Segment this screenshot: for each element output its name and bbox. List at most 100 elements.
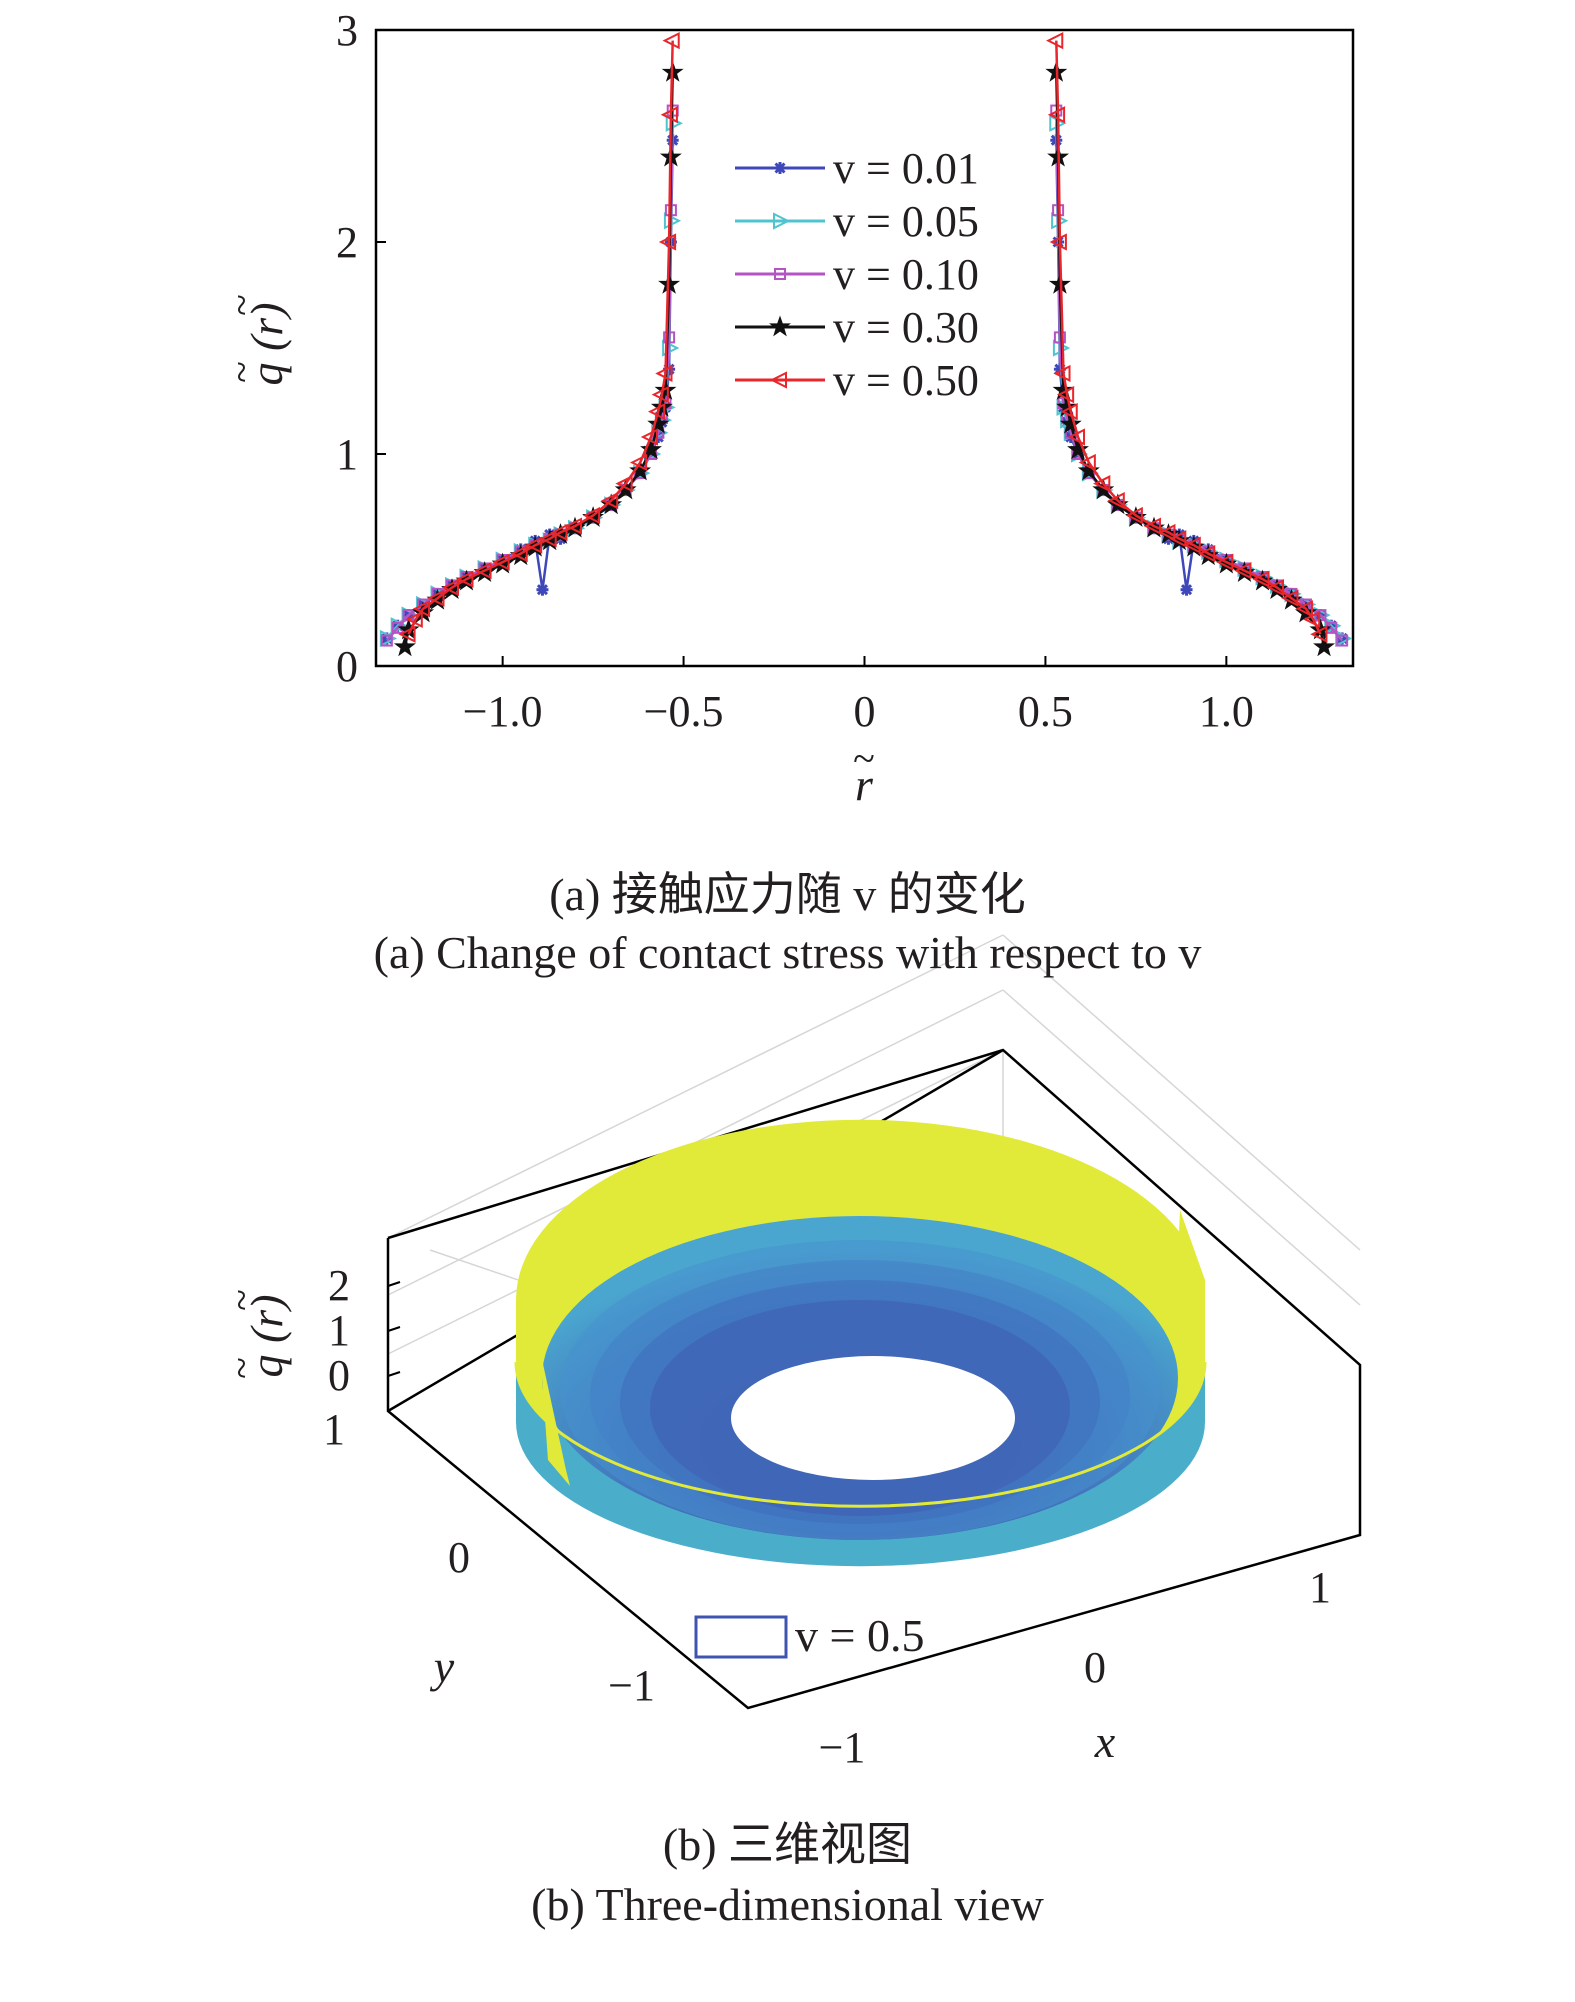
- y-tick-label: 0: [336, 642, 358, 691]
- series-line: [1055, 140, 1344, 640]
- x-tick-label: 0: [854, 687, 876, 736]
- z-tick: [387, 1371, 401, 1377]
- data-point-triangle-left: [539, 530, 557, 548]
- data-point-triangle-left: [582, 506, 601, 525]
- data-point-asterisk: [774, 162, 786, 174]
- y-tick-label: 2: [336, 218, 358, 267]
- z-tick: [387, 1281, 401, 1287]
- data-point-triangle-left: [1056, 386, 1075, 404]
- series-line: [385, 123, 674, 640]
- data-point-triangle-left: [1060, 402, 1078, 421]
- data-point-triangle-left: [1046, 31, 1064, 50]
- data-point-triangle-left: [1067, 428, 1085, 446]
- data-point-triangle-left: [1093, 475, 1111, 493]
- series-5: [398, 31, 1328, 643]
- data-point-triangle-left: [660, 106, 678, 124]
- data-point-star: [393, 635, 416, 657]
- x-tick-label: 0: [1084, 1643, 1106, 1692]
- data-point-triangle-left: [564, 517, 583, 535]
- series-line: [1055, 110, 1344, 642]
- z-tick-label: 1: [328, 1306, 350, 1355]
- y-tick-label: 1: [323, 1405, 345, 1454]
- data-point-triangle-left: [629, 453, 648, 472]
- data-point-star: [1077, 459, 1100, 481]
- data-point-triangle-right: [773, 212, 791, 230]
- x-axis-label: r: [855, 759, 874, 810]
- data-point-star: [1313, 635, 1336, 657]
- data-point-triangle-left: [1169, 530, 1187, 548]
- data-point-star: [1052, 378, 1075, 400]
- y-axis-tilde-q: ~: [219, 361, 264, 383]
- data-point-triangle-left: [1295, 600, 1313, 618]
- data-point-star: [629, 459, 652, 481]
- data-point-triangle-left: [427, 589, 445, 607]
- series-line: [385, 110, 674, 642]
- data-point-star: [614, 478, 637, 500]
- legend-label: v = 0.50: [833, 356, 979, 405]
- data-point-triangle-left: [1266, 578, 1285, 597]
- data-point-square: [663, 331, 676, 344]
- y-tick-label: 0: [448, 1533, 470, 1582]
- legend-label: v = 0.01: [833, 144, 979, 193]
- data-point-triangle-left: [1252, 570, 1270, 588]
- x-tick-label: 1.0: [1199, 687, 1254, 736]
- y-axis-label: q (r): [241, 302, 292, 385]
- data-point-square: [380, 634, 393, 647]
- surface-front-edge: [514, 1361, 1207, 1508]
- y-tick-label: 3: [336, 6, 358, 55]
- y-tick-label: −1: [608, 1661, 655, 1710]
- y-axis-label-3d: y: [430, 1641, 455, 1692]
- data-point-triangle-left: [615, 475, 633, 493]
- data-point-star: [1056, 395, 1079, 417]
- data-point-triangle-left: [1234, 561, 1252, 580]
- data-point-triangle-left: [441, 578, 459, 597]
- data-point-triangle-left: [1281, 589, 1299, 607]
- x-tick-label: −0.5: [644, 687, 724, 736]
- data-point-triangle-left: [456, 570, 474, 588]
- z-axis-tilde-q: ~: [219, 1357, 264, 1379]
- y-axis-tilde-r: ~: [219, 294, 264, 316]
- data-point-triangle-left: [1216, 553, 1234, 571]
- data-point-triangle-left: [600, 492, 619, 510]
- surface-seam-right: [1176, 1210, 1205, 1300]
- data-point-triangle-left: [1053, 364, 1071, 383]
- legend-label-v-0-5: v = 0.5: [795, 1610, 924, 1661]
- data-point-star: [769, 315, 791, 337]
- surface-seam-left: [540, 1350, 570, 1486]
- z-axis-tilde-r: ~: [219, 1289, 264, 1311]
- data-point-triangle-left: [1049, 233, 1067, 251]
- data-point-star: [640, 438, 662, 460]
- data-point-triangle-left: [474, 561, 492, 580]
- data-point-triangle-left: [1310, 625, 1328, 643]
- data-point-square: [1336, 634, 1349, 647]
- data-point-triangle-left: [648, 402, 666, 421]
- data-point-triangle-left: [510, 545, 528, 563]
- data-point-triangle-left: [524, 536, 543, 554]
- data-point-asterisk: [1180, 583, 1193, 596]
- data-point-triangle-left: [1107, 492, 1125, 510]
- data-point-triangle-left: [769, 371, 787, 389]
- series-line: [385, 140, 674, 640]
- data-point-triangle-left: [1198, 545, 1216, 563]
- data-point-triangle-left: [1078, 453, 1096, 472]
- z-axis-label-3d: q (r): [241, 1294, 292, 1377]
- caption-a-chinese: (a) 接触应力随 v 的变化: [549, 869, 1026, 920]
- legend-label: v = 0.05: [833, 197, 979, 246]
- z-tick-label: 2: [328, 1261, 350, 1310]
- panel-b-3d-view: 012−101−101 v = 0.5 x y q (r) ~ ~: [219, 934, 1362, 1772]
- series-line: [1055, 123, 1344, 640]
- data-point-triangle-left: [1302, 610, 1321, 628]
- data-point-star: [647, 412, 670, 434]
- y-tick-label: 1: [336, 430, 358, 479]
- caption-a-english: (a) Change of contact stress with respec…: [373, 927, 1202, 978]
- data-point-triangle-left: [1125, 506, 1143, 525]
- data-point-triangle-left: [492, 553, 510, 571]
- data-point-asterisk: [536, 583, 549, 596]
- data-point-square: [774, 268, 786, 280]
- data-point-triangle-left: [655, 364, 673, 383]
- data-point-triangle-left: [640, 428, 659, 446]
- data-point-triangle-left: [405, 610, 423, 628]
- data-point-triangle-left: [658, 233, 677, 251]
- data-point-triangle-left: [662, 31, 680, 50]
